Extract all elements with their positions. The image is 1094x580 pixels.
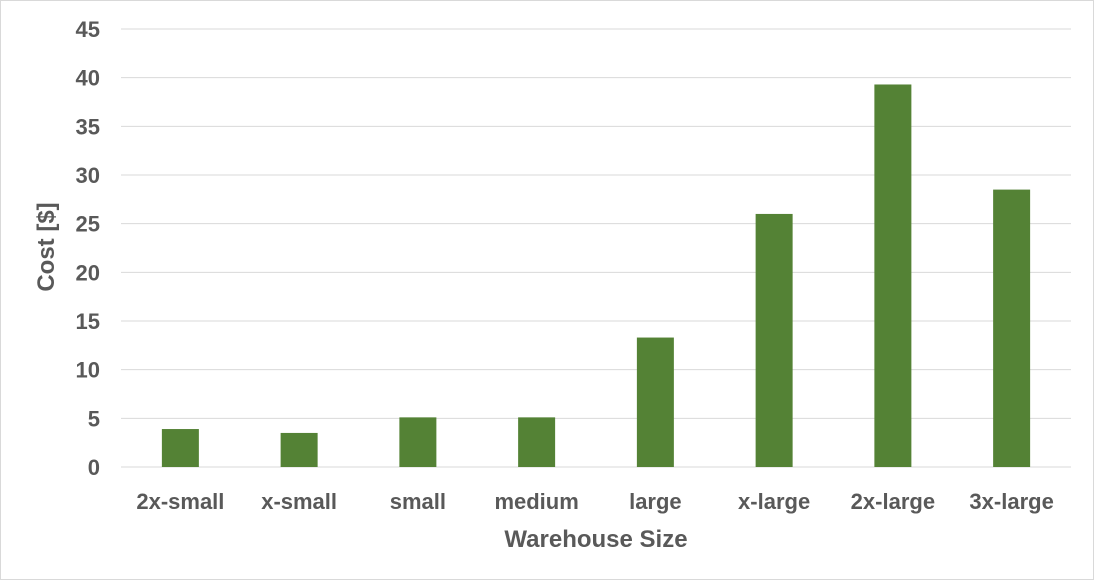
bar-medium [518, 417, 556, 467]
bars [161, 84, 1031, 467]
bar-3x-large [993, 189, 1031, 467]
bar-small [399, 417, 437, 467]
x-tick-label: large [629, 489, 682, 514]
bar-large [636, 337, 674, 467]
x-tick-label: x-small [261, 489, 337, 514]
x-tick-labels: 2x-small x-small small medium large x-large 2x… [136, 489, 1053, 514]
bar-2x-small [161, 429, 199, 467]
y-tick-label: 45 [76, 17, 100, 42]
y-tick-label: 5 [88, 406, 100, 431]
x-tick-label: 2x-small [136, 489, 224, 514]
x-tick-label: medium [494, 489, 578, 514]
x-axis-title: Warehouse Size [504, 526, 687, 553]
x-tick-label: 3x-large [969, 489, 1053, 514]
y-tick-label: 0 [88, 455, 100, 480]
grid-lines [121, 28, 1071, 468]
x-tick-label: small [390, 489, 446, 514]
y-axis-title: Cost [$] [33, 202, 60, 291]
x-tick-label: x-large [738, 489, 810, 514]
y-tick-label: 40 [76, 66, 100, 91]
bar-2x-large [874, 84, 912, 467]
y-tick-label: 15 [76, 309, 100, 334]
x-tick-label: 2x-large [851, 489, 935, 514]
y-tick-label: 20 [76, 260, 100, 285]
y-tick-label: 35 [76, 114, 100, 139]
y-tick-label: 10 [76, 358, 100, 383]
bar-x-large [755, 213, 793, 467]
y-tick-label: 30 [76, 163, 100, 188]
y-tick-label: 25 [76, 212, 100, 237]
y-tick-labels: 0 5 10 15 20 25 30 35 40 45 [76, 17, 100, 480]
bar-x-small [280, 432, 318, 467]
